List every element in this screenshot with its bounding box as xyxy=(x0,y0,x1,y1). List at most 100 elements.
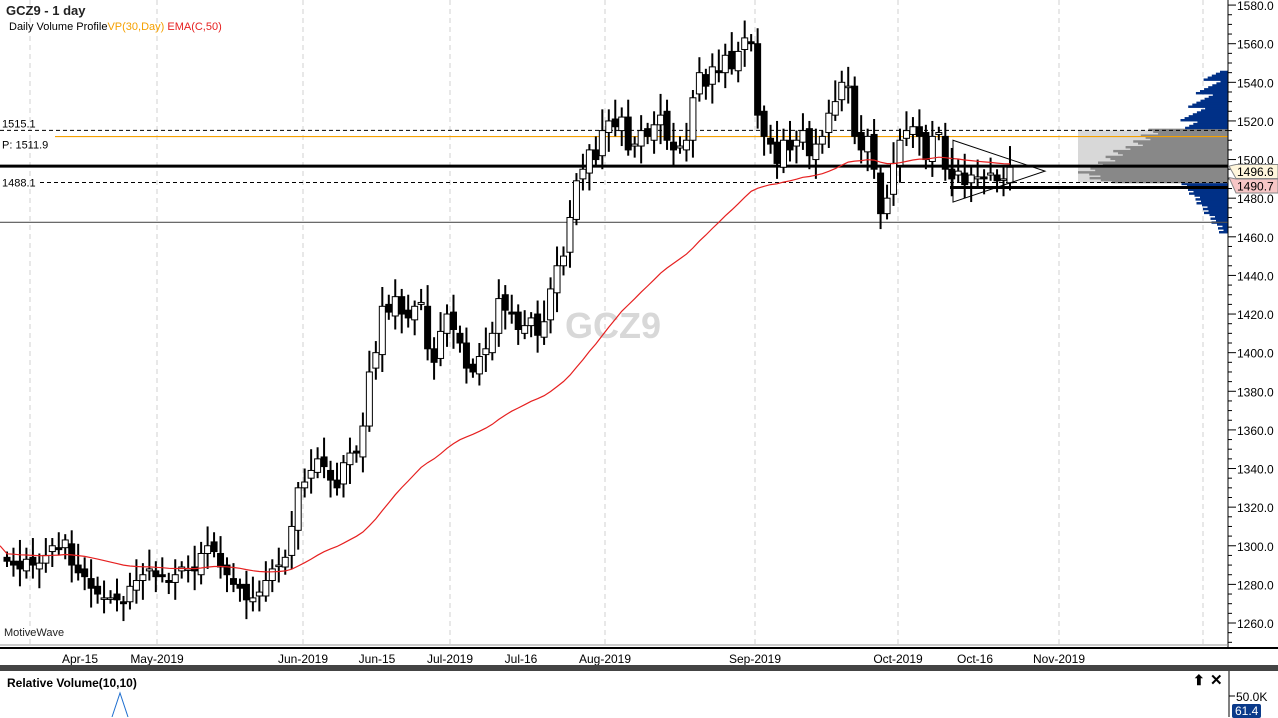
candle-body xyxy=(430,348,438,363)
candle-body xyxy=(825,112,833,134)
candle-body xyxy=(954,170,962,176)
profile-bar xyxy=(1215,72,1228,76)
candle-body xyxy=(275,564,283,568)
candle-body xyxy=(967,174,975,184)
candle-body xyxy=(637,130,645,147)
profile-bar xyxy=(1208,209,1228,213)
profile-bar xyxy=(1219,231,1228,234)
profile-bar xyxy=(1205,107,1228,110)
profile-bar xyxy=(1150,138,1228,141)
profile-bar xyxy=(1215,215,1228,218)
candle-body xyxy=(1000,178,1008,181)
candle-body xyxy=(197,552,205,576)
candle-body xyxy=(443,313,451,334)
candle-body xyxy=(547,288,555,321)
candle-body xyxy=(521,325,529,334)
candle-body xyxy=(61,539,69,549)
candle-body xyxy=(663,110,671,141)
candle-body xyxy=(702,74,710,87)
candle-body xyxy=(333,479,341,489)
candle-body xyxy=(844,85,852,89)
candle-body xyxy=(896,139,904,166)
candle-body xyxy=(831,101,839,116)
profile-bar xyxy=(1113,149,1228,153)
candle-body xyxy=(411,305,419,321)
candle-body xyxy=(100,597,108,600)
candle-body xyxy=(16,560,24,570)
x-label: Jun-15 xyxy=(358,652,396,666)
candle-body xyxy=(560,255,568,267)
candle-body xyxy=(695,72,703,95)
y-tick-label: 1480.0 xyxy=(1237,192,1274,206)
panel-divider[interactable] xyxy=(0,665,1278,671)
profile-bar xyxy=(1122,153,1228,157)
profile-bar xyxy=(1216,82,1228,85)
candle-body xyxy=(941,135,949,170)
profile-bar xyxy=(1089,173,1228,176)
candle-body xyxy=(424,305,432,350)
profile-bar xyxy=(1200,99,1228,103)
candle-body xyxy=(508,311,516,315)
candle-body xyxy=(883,197,891,215)
candle-body xyxy=(22,558,30,572)
candle-body xyxy=(359,425,367,458)
y-tick-label: 1320.0 xyxy=(1237,501,1274,515)
y-tick-label: 1340.0 xyxy=(1237,463,1274,477)
candle-body xyxy=(902,130,910,139)
candle-body xyxy=(158,574,166,578)
relative-volume-panel[interactable]: Relative Volume(10,10) ⬆ ✕ 50.0K 61.4 xyxy=(0,671,1278,718)
candle-body xyxy=(3,556,11,562)
candle-body xyxy=(210,541,218,553)
y-tick-label: 1420.0 xyxy=(1237,308,1274,322)
profile-bar xyxy=(1220,80,1228,83)
profile-bar xyxy=(1196,111,1228,114)
profile-bar xyxy=(1204,88,1228,91)
profile-bar xyxy=(1196,202,1228,205)
chart-title: GCZ9 - 1 day xyxy=(6,3,86,18)
candle-body xyxy=(780,139,788,168)
candle-body xyxy=(961,172,969,186)
candle-body xyxy=(184,568,192,571)
candle-body xyxy=(728,50,736,70)
maximize-icon[interactable]: ⬆ xyxy=(1193,672,1205,688)
profile-bar xyxy=(1208,86,1228,89)
profile-bar xyxy=(1188,188,1228,191)
profile-bar xyxy=(1204,97,1228,101)
x-label: Jun-2019 xyxy=(277,652,329,666)
profile-bar xyxy=(1200,196,1228,199)
profile-bar xyxy=(1218,227,1228,230)
candle-body xyxy=(327,469,335,481)
candle-body xyxy=(404,309,412,319)
profile-bar xyxy=(1195,198,1228,201)
candle-body xyxy=(935,132,943,135)
candle-body xyxy=(741,37,749,50)
y-tick-label: 1380.0 xyxy=(1237,385,1274,399)
close-icon[interactable]: ✕ xyxy=(1210,672,1223,689)
profile-bar xyxy=(1222,225,1228,228)
candle-body xyxy=(456,332,464,344)
candle-body xyxy=(29,556,37,566)
candle-body xyxy=(715,70,723,74)
profile-bar xyxy=(1200,90,1228,93)
profile-bar xyxy=(1197,120,1228,124)
y-tick-label: 1520.0 xyxy=(1237,115,1274,129)
profile-bar xyxy=(1100,175,1228,178)
candle-body xyxy=(294,487,302,531)
chart-canvas[interactable]: GCZ9 1515.1 P: 1511.9 1488.1 1260.0 1280.0 130… xyxy=(0,0,1278,647)
candle-body xyxy=(598,130,606,157)
profile-bar xyxy=(1192,113,1228,116)
candle-body xyxy=(74,564,82,574)
profile-bar xyxy=(1130,147,1228,151)
candle-body xyxy=(346,452,354,466)
candle-body xyxy=(475,356,483,375)
candle-body xyxy=(974,176,982,180)
candle-body xyxy=(948,168,956,180)
profile-bar xyxy=(1181,182,1228,186)
price-chart[interactable]: GCZ9 1515.1 P: 1511.9 1488.1 1260.0 1280.0 130… xyxy=(0,0,1278,647)
candle-body xyxy=(417,301,425,305)
candle-body xyxy=(482,348,490,356)
profile-bar xyxy=(1184,117,1228,120)
candle-body xyxy=(145,568,153,572)
candle-body xyxy=(611,118,619,128)
y-tick-label: 1360.0 xyxy=(1237,424,1274,438)
